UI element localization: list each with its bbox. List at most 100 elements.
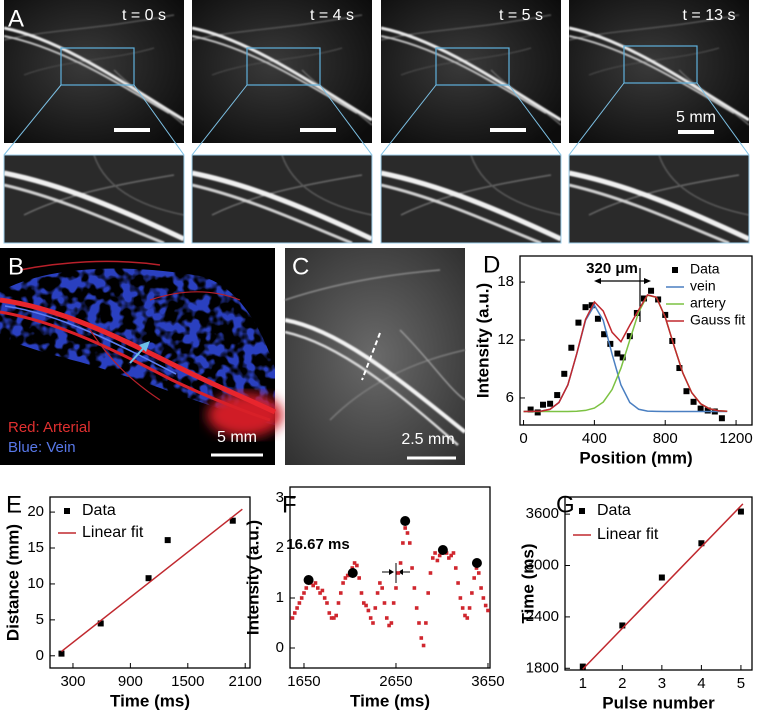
x-tick-label: 800 [653,430,678,447]
data-point [456,581,460,585]
data-point [389,621,394,625]
x-axis-title: Time (ms) [350,691,430,710]
data-point [364,603,368,608]
data-point [414,606,419,610]
data-point [164,537,171,544]
panel-label: G [556,491,575,518]
plot-frame [49,496,251,669]
y-tick-label: 2 [276,539,284,556]
data-point [453,566,458,570]
data-point [313,581,318,585]
data-point [382,601,387,605]
data-point [97,620,104,627]
data-point [683,388,690,395]
data-point [396,571,401,575]
x-tick-label: 2 [618,675,626,692]
scale-label: 2.5 mm [401,431,454,448]
data-point [299,596,304,600]
x-tick-label: 1650 [287,673,320,690]
data-point [338,591,343,595]
time-label: t = 13 s [683,7,736,24]
y-tick-label: 20 [27,503,44,520]
data-point [352,561,357,565]
data-point [658,574,665,581]
data-point [366,608,371,613]
peak-marker [471,558,482,568]
time-label: t = 4 s [310,7,354,24]
data-point [378,581,382,585]
data-point [568,344,575,351]
data-point [481,596,486,600]
panel-label: F [282,491,297,518]
connector [319,84,373,156]
data-point [428,571,433,575]
data-point [718,415,725,422]
data-point [322,596,327,600]
scale-label: 5 mm [217,429,257,446]
profile-line [361,332,381,381]
data-point [601,331,608,338]
connector [133,84,185,156]
time-label: t = 5 s [499,7,543,24]
data-point [302,591,306,595]
y-tick-label: 3 [276,489,284,506]
data-point [619,622,626,629]
data-point [579,663,586,670]
y-axis-title: Distance (mm) [3,524,22,641]
data-point [412,586,417,590]
data-point [472,576,476,580]
data-point [311,583,315,588]
data-point [359,591,364,595]
fit-line [582,503,744,670]
data-point [350,566,355,570]
y-tick-label: 3600 [526,505,559,522]
data-point [737,508,744,515]
scale-label: 5 mm [676,109,716,126]
data-point [391,601,396,605]
frame: t = 0 s [3,0,185,244]
data-point [387,623,391,628]
data-point [607,340,614,347]
data-point [582,304,589,311]
data-point [690,398,697,405]
data-point [332,616,336,620]
d-peak-distance [594,268,651,322]
x-tick-label: 300 [60,673,85,690]
data-point [394,586,398,590]
data-point [447,556,451,560]
data-point [588,302,595,309]
roi-box [435,47,510,86]
panel-label: D [483,251,500,278]
data-point [304,586,309,590]
roi-box [60,47,135,86]
data-point [426,591,430,595]
panel-label: B [8,253,24,280]
data-point [421,643,426,648]
vessels [284,269,467,446]
data-point [640,295,647,302]
plot-frame [289,486,491,669]
data-point [483,603,488,608]
y-tick-label: 15 [27,539,44,556]
zoom-image [192,155,372,243]
data-point [329,616,334,620]
x-tick-label: 2650 [379,673,412,690]
data-point [417,621,421,625]
data-point [368,616,373,620]
data-point [325,601,329,605]
x-tick-label: 3650 [471,673,504,690]
data-point [458,596,463,600]
connector [508,84,562,156]
legend-label: Linear fit [82,524,144,541]
x-tick-label: 3 [658,675,666,692]
data-point [698,540,705,547]
data-point [361,601,366,605]
x-tick-label: 4 [697,675,705,692]
peak-marker [400,516,411,526]
data-point [345,573,350,578]
data-point [614,350,621,357]
x-tick-label: 0 [519,430,527,447]
legend-label: vein [690,278,716,294]
data-point [315,586,320,590]
legend-label: Data [82,502,116,519]
